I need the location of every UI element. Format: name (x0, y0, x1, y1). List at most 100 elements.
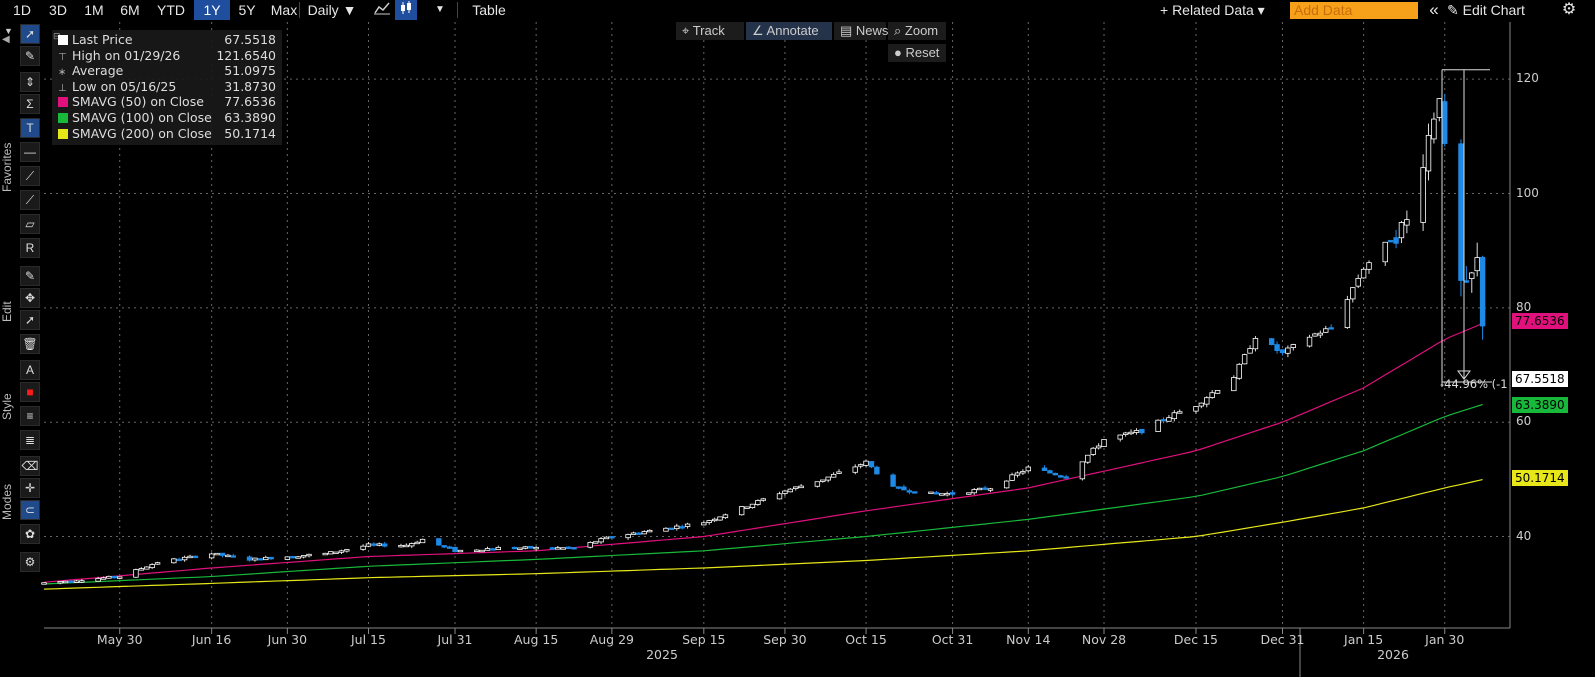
period-button-ytd[interactable]: YTD (157, 2, 185, 18)
text-icon[interactable]: T (20, 118, 40, 138)
select-icon[interactable]: ➚ (20, 310, 40, 330)
candle-body (587, 542, 593, 548)
magnet-icon[interactable]: ⊂ (20, 500, 40, 520)
ruler-icon[interactable]: ⇕ (20, 72, 40, 92)
candle-body (62, 580, 69, 584)
period-button-1y[interactable]: 1Y (194, 0, 230, 20)
annotate-button[interactable]: ∠ Annotate (746, 22, 832, 40)
zoom-button[interactable]: ⌕ Zoom (888, 22, 946, 40)
period-button-5y[interactable]: 5Y (238, 2, 256, 18)
trend-sum-icon[interactable]: Σ (20, 94, 40, 114)
r-icon[interactable]: R (20, 238, 40, 258)
candle-body (338, 550, 345, 553)
candle-body (1274, 344, 1280, 351)
edit-chart-button[interactable]: ✎ Edit Chart (1447, 2, 1525, 18)
legend-swatch-icon: ⊥ (58, 82, 67, 94)
pen-icon[interactable]: ✎ (20, 46, 40, 66)
candle-body (490, 548, 496, 551)
table-button[interactable]: Table (472, 2, 506, 18)
candle-body (398, 544, 404, 548)
legend-swatch-icon (58, 35, 68, 45)
candle-body (171, 558, 177, 564)
period-button-1d[interactable]: 1D (13, 2, 31, 18)
candle-body (825, 476, 831, 481)
line-weight-icon[interactable]: ≡ (20, 406, 40, 426)
favorites-toggle-icon[interactable]: ◀ (2, 34, 10, 45)
crosshair-icon[interactable]: ✛ (20, 478, 40, 498)
color-icon[interactable]: ■ (20, 382, 40, 402)
track-button[interactable]: ⌖ Track (676, 22, 744, 40)
candle-body (1436, 98, 1443, 118)
candle-body (603, 536, 610, 540)
news-button[interactable]: ▤ News (834, 22, 888, 40)
chart-type-dropdown-icon[interactable]: ▼ (435, 4, 445, 15)
x-tick-label: Sep 30 (763, 632, 807, 647)
period-button-max[interactable]: Max (270, 2, 298, 18)
candle-body (117, 576, 123, 579)
palette-icon[interactable]: ✿ (20, 524, 40, 544)
candle-body (933, 492, 940, 495)
candle-body (1442, 101, 1448, 144)
x-tick-label: Jan 15 (1344, 632, 1384, 647)
candle-body (717, 516, 723, 521)
candle-body (252, 557, 258, 561)
candle-body (598, 538, 604, 543)
channel-icon[interactable]: ▱ (20, 214, 40, 234)
arrow-cursor-icon[interactable]: ➚ (20, 24, 40, 44)
x-tick-label: Jan 30 (1425, 632, 1465, 647)
horizontal-line-icon[interactable]: — (20, 142, 40, 162)
candle-body (138, 568, 145, 571)
settings-icon[interactable]: ⚙ (20, 552, 40, 572)
candle-body (1171, 412, 1178, 420)
candlestick-icon[interactable] (395, 0, 417, 20)
legend-collapse-icon[interactable]: ⊟ (53, 32, 61, 42)
candle-body (1166, 417, 1172, 422)
candle-body (836, 471, 842, 474)
add-data-input[interactable]: Add Data (1290, 2, 1418, 19)
y-tick-label: 100 (1516, 185, 1539, 200)
draw-icon[interactable]: ✎ (20, 266, 40, 286)
trash-icon[interactable]: 🗑 (20, 334, 40, 354)
frequency-dropdown[interactable]: Daily ▼ (307, 2, 357, 18)
font-icon[interactable]: A (20, 360, 40, 380)
x-tick-label: Jun 16 (191, 632, 232, 647)
gear-icon[interactable]: ⚙ (1561, 1, 1577, 18)
candle-body (257, 558, 264, 561)
x-tick-label: Dec 31 (1260, 632, 1305, 647)
period-button-3d[interactable]: 3D (49, 2, 67, 18)
candle-body (1231, 377, 1237, 392)
candle-body (1204, 397, 1210, 405)
candle-body (901, 486, 907, 491)
period-button-6m[interactable]: 6M (120, 2, 140, 18)
candle-body (793, 486, 799, 490)
collapse-icon[interactable]: « (1429, 0, 1439, 19)
move-icon[interactable]: ✥ (20, 288, 40, 308)
period-button-1m[interactable]: 1M (84, 2, 104, 18)
eraser-icon[interactable]: ⌫ (20, 456, 40, 476)
candle-body (722, 514, 729, 519)
legend-label: Average (72, 63, 124, 79)
line-style-icon[interactable]: ≣ (20, 430, 40, 450)
candle-body (382, 543, 388, 547)
legend-row: SMAVG (200) on Close 50.1714 (58, 126, 276, 141)
candle-body (1387, 240, 1394, 243)
price-label: 67.5518 (1512, 371, 1568, 387)
candle-body (684, 523, 691, 527)
line-chart-icon[interactable] (372, 0, 392, 20)
diagonal-line-icon[interactable]: ⟋ (20, 166, 40, 186)
fib-line-icon[interactable]: ⟋ (20, 190, 40, 210)
reset-button[interactable]: ● Reset (888, 44, 946, 62)
candle-body (1090, 447, 1096, 455)
candle-body (1306, 336, 1313, 347)
candle-body (473, 549, 480, 552)
candle-body (1463, 280, 1470, 283)
legend-row: ⊥ Low on 05/16/25 31.8730 (58, 79, 276, 94)
related-data-button[interactable]: + Related Data ▾ (1160, 2, 1265, 18)
candle-body (1058, 475, 1064, 478)
candle-body (928, 491, 934, 494)
x-tick-label: Nov 28 (1081, 632, 1127, 647)
palette-expand-icon[interactable]: ▼ (4, 26, 13, 36)
candle-body (1236, 363, 1242, 379)
candle-body (522, 546, 529, 549)
